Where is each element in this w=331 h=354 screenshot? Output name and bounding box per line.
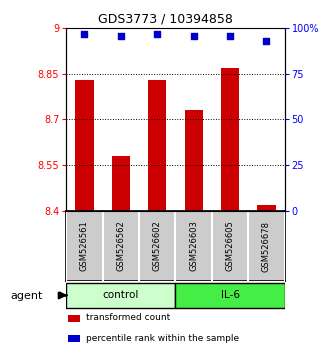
Bar (69, 315, 80, 322)
Point (264, 38, 269, 44)
Text: agent: agent (10, 291, 42, 301)
Text: percentile rank within the sample: percentile rank within the sample (86, 334, 239, 343)
Bar (112, 156, 130, 211)
Point (227, 33, 233, 39)
Text: GSM526562: GSM526562 (116, 221, 125, 272)
Bar (75, 80, 94, 211)
Point (82, 31, 87, 36)
Text: GSM526603: GSM526603 (189, 221, 198, 272)
Point (191, 33, 196, 39)
Text: GSM526561: GSM526561 (80, 221, 89, 272)
Text: control: control (103, 290, 139, 300)
Bar (69, 335, 80, 342)
Bar (185, 110, 203, 211)
Point (155, 31, 160, 36)
Text: GSM526605: GSM526605 (225, 221, 235, 272)
Bar (175, 283, 285, 308)
Bar (148, 80, 166, 211)
Text: transformed count: transformed count (86, 313, 170, 322)
Text: GSM526602: GSM526602 (153, 221, 162, 272)
Bar (66, 283, 175, 308)
Bar (221, 68, 239, 211)
Bar (257, 205, 275, 211)
Point (118, 33, 123, 39)
Text: IL-6: IL-6 (220, 290, 240, 300)
Text: GDS3773 / 10394858: GDS3773 / 10394858 (98, 12, 233, 25)
Text: GSM526678: GSM526678 (262, 221, 271, 272)
